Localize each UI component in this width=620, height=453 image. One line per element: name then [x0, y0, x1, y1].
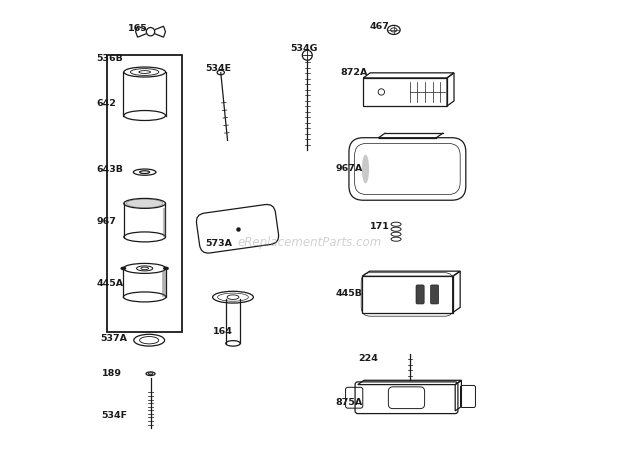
Text: 189: 189 [102, 369, 122, 378]
Text: 164: 164 [213, 327, 232, 336]
Ellipse shape [163, 266, 169, 270]
Text: 445A: 445A [96, 279, 123, 288]
Text: 467: 467 [370, 22, 390, 31]
Text: 537A: 537A [100, 334, 127, 343]
Bar [107, 55, 182, 332]
Text: 573A: 573A [205, 239, 232, 248]
Bar [362, 276, 453, 313]
FancyBboxPatch shape [416, 285, 424, 304]
Text: 534F: 534F [102, 411, 128, 420]
Text: 872A: 872A [341, 68, 368, 77]
Ellipse shape [126, 199, 163, 208]
Ellipse shape [120, 266, 126, 270]
Text: 445B: 445B [335, 289, 362, 298]
Text: 643B: 643B [96, 165, 123, 174]
Text: 224: 224 [358, 354, 378, 363]
Text: 165: 165 [128, 24, 148, 33]
Text: 967: 967 [96, 217, 116, 226]
Text: 534G: 534G [290, 44, 317, 53]
Text: 534E: 534E [205, 64, 231, 73]
Text: 642: 642 [96, 99, 116, 108]
Ellipse shape [362, 154, 369, 183]
Text: 967A: 967A [335, 164, 363, 173]
Text: eReplacementParts.com: eReplacementParts.com [238, 236, 382, 249]
Text: 171: 171 [370, 222, 390, 231]
Text: 536B: 536B [96, 54, 123, 63]
FancyBboxPatch shape [430, 285, 439, 304]
Text: 875A: 875A [335, 398, 363, 407]
